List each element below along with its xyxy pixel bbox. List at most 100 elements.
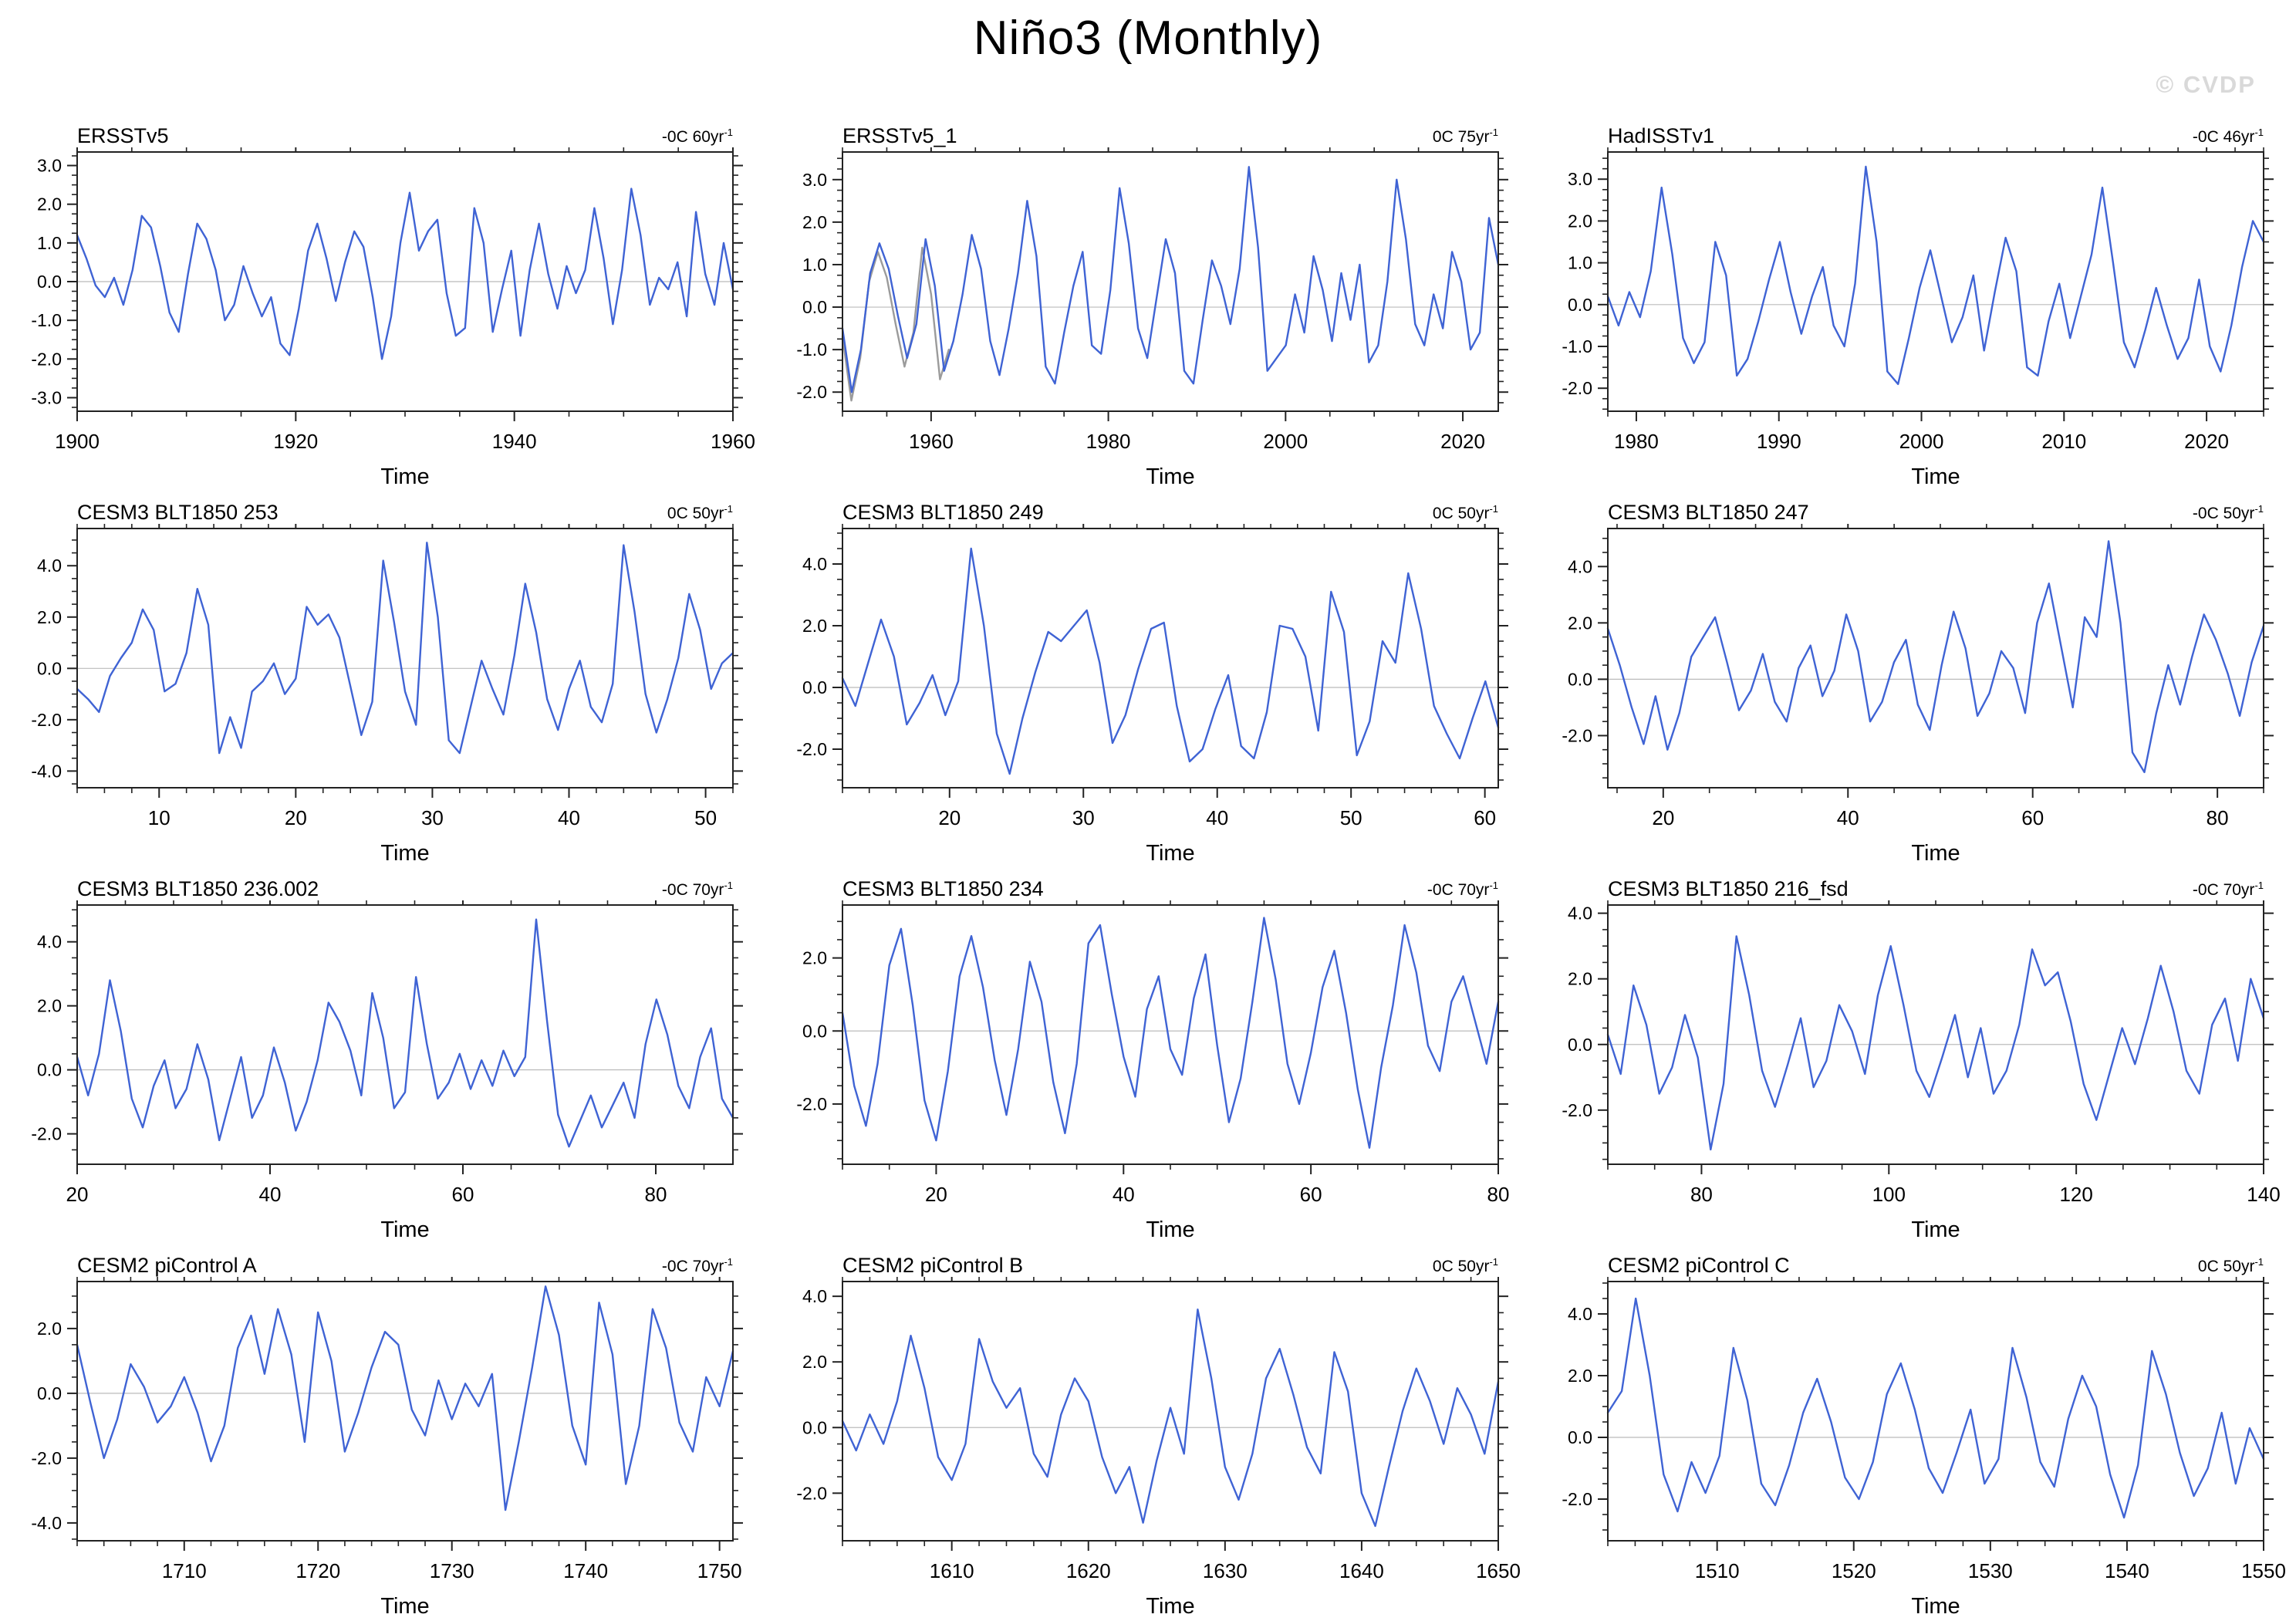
panel-header: CESM3 BLT1850 249 0C 50yr-1 (765, 488, 1531, 524)
y-axis-tick-label: -2.0 (1562, 725, 1592, 745)
y-axis-tick-label: -4.0 (31, 1513, 62, 1533)
line-chart: 4.0 2.0 0.0 -2.0 20 40 60 80 Time (31, 900, 743, 1242)
panel-ersstv5-1: ERSSTv5_1 0C 75yr-1 3.0 2.0 1.0 0.0 -1.0 -2.0 19… (765, 112, 1531, 489)
line-chart: 4.0 2.0 0.0 -2.0 80 100 120 140 Time (1562, 900, 2281, 1242)
series-line (841, 917, 1500, 1149)
plot-frame (1607, 904, 2264, 1165)
line-chart: 4.0 2.0 0.0 -2.0 1610 1620 1630 1640 1650 Time (796, 1277, 1521, 1619)
panel-ersstv5: ERSSTv5 -0C 60yr-1 3.0 2.0 1.0 0.0 -1.0 -2.0 -3.… (0, 112, 765, 489)
plot-frame (842, 904, 1499, 1165)
x-axis-tick-label: 1710 (162, 1559, 207, 1582)
panel-scale-label: 0C 50yr-1 (1433, 499, 1498, 524)
panel-scale-exponent: -1 (724, 880, 733, 891)
panel-cesm2-picontrol-b: CESM2 piControl B 0C 50yr-1 4.0 2.0 0.0 -2.0 1… (765, 1241, 1531, 1619)
y-axis-tick-label: -2.0 (31, 710, 62, 730)
y-axis-tick-label: 2.0 (1568, 969, 1592, 989)
y-axis-tick-label: 0.0 (802, 677, 827, 697)
y-axis-tick-label: 4.0 (802, 554, 827, 574)
axis-ticks (832, 900, 1508, 1174)
line-chart: 4.0 2.0 0.0 -2.0 1510 1520 1530 1540 1550 Time (1562, 1277, 2286, 1619)
page-title: Niño3 (Monthly) (973, 12, 1323, 65)
panel-scale-base: -0C 70yr (661, 881, 724, 899)
x-axis-title: Time (1146, 841, 1194, 866)
y-axis-tick-label: 4.0 (1568, 903, 1592, 924)
panel-scale-exponent: -1 (724, 1256, 733, 1268)
x-axis-tick-label: 1730 (430, 1559, 474, 1582)
line-chart: 4.0 2.0 0.0 -2.0 20 30 40 50 60 Time (796, 524, 1508, 866)
plot-frame (842, 528, 1499, 789)
panel-title: CESM3 BLT1850 234 (842, 877, 1044, 900)
x-axis-tick-label: 2020 (1440, 430, 1485, 453)
panel-title: CESM2 piControl C (1608, 1254, 1790, 1277)
x-axis-tick-label: 2010 (2041, 430, 2086, 453)
series-line (76, 542, 734, 755)
panel-scale-exponent: -1 (1489, 127, 1498, 138)
panel-hadisstv1: HadISSTv1 -0C 46yr-1 3.0 2.0 1.0 0.0 -1.0 -2.0 1… (1531, 112, 2296, 489)
panel-title: ERSSTv5_1 (842, 124, 957, 147)
y-axis-tick-label: 2.0 (1568, 613, 1592, 633)
y-axis-tick-label: 4.0 (1568, 556, 1592, 576)
plot-frame (76, 1281, 734, 1542)
axis-ticks (67, 1277, 743, 1551)
panel-scale-label: 0C 50yr-1 (667, 499, 733, 524)
x-axis-tick-label: 60 (1474, 806, 1496, 829)
y-axis-tick-label: 0.0 (37, 1383, 62, 1403)
y-axis-tick-label: -4.0 (31, 761, 62, 781)
x-axis-tick-label: 1550 (2241, 1559, 2286, 1582)
panel-scale-exponent: -1 (2254, 880, 2264, 891)
panel-cesm3-blt1850-247: CESM3 BLT1850 247 -0C 50yr-1 4.0 2.0 0.0 -2.0… (1531, 488, 2296, 866)
y-axis-tick-label: 2.0 (802, 1352, 827, 1372)
x-axis-tick-label: 1520 (1832, 1559, 1876, 1582)
y-axis-tick-label: 1.0 (37, 233, 62, 253)
y-axis-tick-label: -2.0 (31, 1448, 62, 1468)
panel-cesm2-picontrol-c: CESM2 piControl C 0C 50yr-1 4.0 2.0 0.0 -2.0 1… (1531, 1241, 2296, 1619)
y-axis-tick-label: 1.0 (802, 255, 827, 275)
x-axis-title: Time (1911, 841, 1960, 866)
panel-cesm3-blt1850-249: CESM3 BLT1850 249 0C 50yr-1 4.0 2.0 0.0 -2.0 2… (765, 488, 1531, 866)
y-axis-tick-label: 3.0 (37, 156, 62, 176)
y-axis-tick-label: 2.0 (37, 996, 62, 1016)
panel-cesm3-blt1850-234: CESM3 BLT1850 234 -0C 70yr-1 2.0 0.0 -2.0 20 4… (765, 865, 1531, 1242)
x-axis-tick-label: 50 (1340, 806, 1362, 829)
x-axis-tick-label: 1920 (273, 430, 318, 453)
line-chart: 3.0 2.0 1.0 0.0 -1.0 -2.0 1980 1990 2000 2010 2020… (1562, 147, 2274, 489)
x-axis-title: Time (1911, 1594, 1960, 1619)
axis-ticks (67, 900, 743, 1174)
panel-scale-label: -0C 70yr-1 (662, 876, 733, 900)
y-axis-tick-label: -2.0 (1562, 1489, 1592, 1509)
panel-scale-exponent: -1 (724, 127, 733, 138)
plot-frame (76, 904, 734, 1165)
panel-cesm2-picontrol-a: CESM2 piControl A -0C 70yr-1 2.0 0.0 -2.0 -4.… (0, 1241, 765, 1619)
panel-cesm3-blt1850-216-fsd: CESM3 BLT1850 216_fsd -0C 70yr-1 4.0 2.0 0.0… (1531, 865, 2296, 1242)
panel-title: CESM3 BLT1850 253 (77, 501, 279, 524)
panel-cesm3-blt1850-253: CESM3 BLT1850 253 0C 50yr-1 4.0 2.0 0.0 -2.0 -… (0, 488, 765, 866)
x-axis-tick-label: 1750 (697, 1559, 742, 1582)
x-axis-title: Time (380, 841, 429, 866)
panel-header: ERSSTv5_1 0C 75yr-1 (765, 112, 1531, 147)
x-axis-tick-label: 60 (452, 1183, 474, 1206)
series-line (841, 547, 1500, 775)
panel-header: CESM3 BLT1850 253 0C 50yr-1 (0, 488, 765, 524)
panel-scale-label: -0C 60yr-1 (662, 123, 733, 147)
y-axis-tick-label: 2.0 (37, 1319, 62, 1339)
panel-scale-base: 0C 50yr (2197, 1258, 2255, 1275)
x-axis-tick-label: 20 (1652, 806, 1674, 829)
panel-scale-base: -0C 60yr (661, 128, 724, 146)
series-line (1606, 935, 2265, 1151)
panel-scale-exponent: -1 (1489, 503, 1498, 515)
x-axis-tick-label: 1620 (1066, 1559, 1111, 1582)
x-axis-tick-label: 1960 (909, 430, 954, 453)
panel-header: CESM3 BLT1850 234 -0C 70yr-1 (765, 865, 1531, 900)
title-bar: Niño3 (Monthly) © CVDP (0, 0, 2296, 112)
panel-scale-base: -0C 50yr (2192, 505, 2255, 522)
panels-grid: ERSSTv5 -0C 60yr-1 3.0 2.0 1.0 0.0 -1.0 -2.0 -3.… (0, 112, 2296, 1619)
y-axis-tick-label: 2.0 (802, 948, 827, 968)
y-axis-tick-label: -2.0 (1562, 1100, 1592, 1120)
y-axis-tick-label: 0.0 (802, 297, 827, 317)
x-axis-tick-label: 30 (421, 806, 444, 829)
axis-ticks (1598, 900, 2274, 1174)
x-axis-tick-label: 1540 (2105, 1559, 2149, 1582)
panel-title: CESM3 BLT1850 247 (1608, 501, 1809, 524)
y-axis-tick-label: 2.0 (37, 194, 62, 214)
y-axis-tick-label: 2.0 (802, 212, 827, 232)
